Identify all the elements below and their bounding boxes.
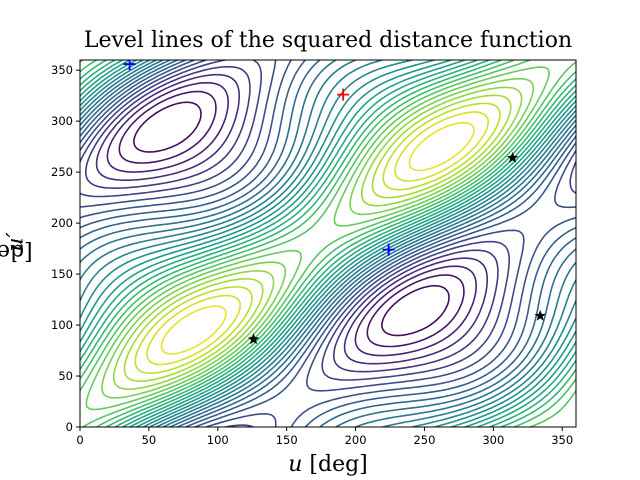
y-axis-unit: [deg] — [0, 239, 33, 265]
x-tick-label: 0 — [76, 433, 83, 447]
star-marker — [534, 309, 546, 321]
x-tick-label: 350 — [551, 433, 573, 447]
plus-marker — [337, 88, 350, 101]
x-axis-unit: [deg] — [309, 452, 368, 477]
y-tick-label: 150 — [51, 267, 73, 281]
contour-level-line — [80, 60, 576, 427]
y-axis-label: u′ [deg] — [0, 232, 33, 264]
x-tick-label: 300 — [482, 433, 504, 447]
y-tick-label: 0 — [66, 420, 73, 434]
x-axis-ticks: 0 50 100 150 200 250 300 350 — [76, 427, 573, 447]
contour-lines — [80, 60, 576, 427]
x-axis-label: u [deg] — [80, 452, 576, 477]
x-tick-label: 150 — [276, 433, 298, 447]
y-tick-label: 100 — [51, 318, 73, 332]
contour-level-line — [133, 101, 450, 337]
contour-level-line — [80, 60, 576, 427]
x-tick-label: 50 — [142, 433, 157, 447]
y-tick-label: 200 — [51, 216, 73, 230]
contour-level-line — [123, 94, 512, 382]
contour-level-line — [101, 77, 535, 399]
contour-level-line — [85, 65, 499, 373]
y-tick-label: 300 — [51, 114, 73, 128]
contour-level-line — [118, 90, 465, 348]
contour-level-line — [106, 81, 477, 357]
star-marker — [506, 151, 519, 163]
contour-level-line — [134, 102, 501, 374]
contour-level-line — [160, 121, 475, 355]
contour-level-line — [80, 60, 576, 427]
x-tick-label: 250 — [413, 433, 435, 447]
x-tick-label: 200 — [345, 433, 367, 447]
contour-level-line — [95, 73, 488, 365]
contour-level-line — [146, 111, 489, 366]
y-tick-label: 50 — [58, 369, 73, 383]
y-tick-label: 350 — [51, 63, 73, 77]
x-axis-variable: u — [288, 452, 303, 477]
y-axis-ticks: 0 50 100 150 200 250 300 350 — [51, 63, 80, 434]
x-tick-label: 100 — [207, 433, 229, 447]
plot-frame — [79, 59, 577, 428]
contour-level-line — [112, 86, 523, 390]
star-marker — [247, 333, 260, 345]
plus-marker — [382, 243, 395, 256]
contour-level-line — [85, 66, 550, 411]
chart-title: Level lines of the squared distance func… — [83, 28, 573, 53]
contour-level-line — [80, 60, 576, 427]
y-tick-label: 250 — [51, 165, 73, 179]
